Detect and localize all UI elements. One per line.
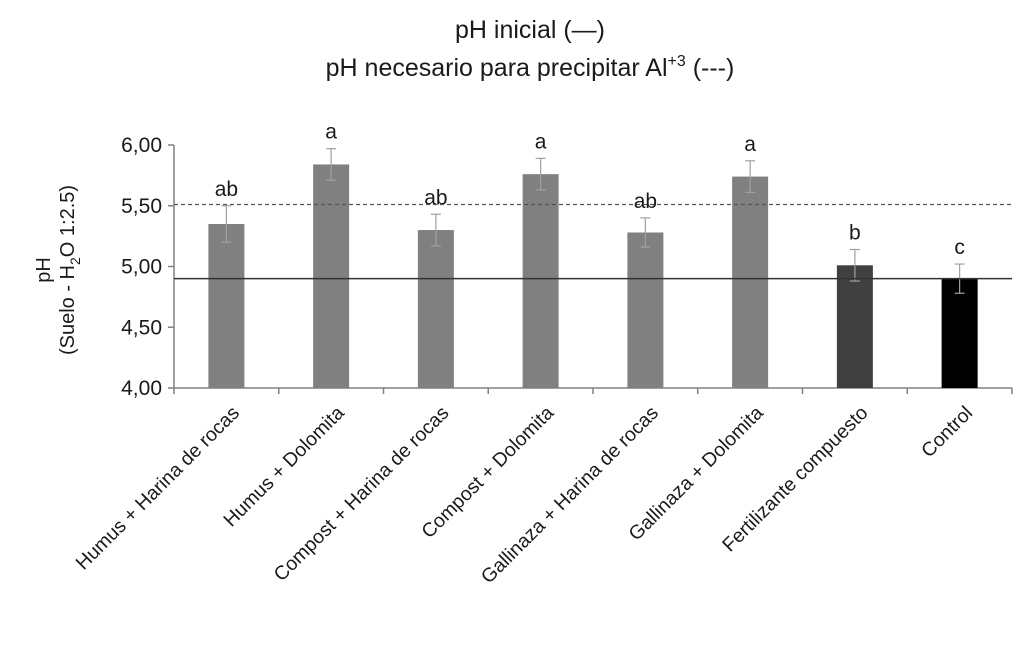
bar bbox=[627, 232, 664, 388]
y-axis-label-line1: pH bbox=[33, 257, 55, 283]
significance-label: ab bbox=[634, 190, 657, 213]
y-tick-label: 6,00 bbox=[121, 134, 162, 157]
significance-label: a bbox=[744, 133, 756, 156]
significance-label: ab bbox=[215, 178, 238, 201]
bar bbox=[941, 278, 978, 388]
y-axis-label: pH (Suelo - H2O 1:2.5) bbox=[33, 185, 83, 355]
y-tick-label: 4,50 bbox=[121, 316, 162, 339]
x-tick-label: Gallinaza + Harina de rocas bbox=[477, 402, 663, 588]
significance-label: a bbox=[325, 121, 337, 144]
y-tick-label: 4,00 bbox=[121, 377, 162, 400]
bar bbox=[313, 164, 350, 388]
bar bbox=[208, 223, 245, 388]
bar bbox=[522, 174, 559, 388]
significance-label: c bbox=[954, 236, 965, 259]
bar bbox=[836, 265, 873, 388]
significance-label: a bbox=[535, 130, 547, 153]
bar bbox=[732, 176, 769, 388]
chart-title-line1: pH inicial (—) bbox=[455, 16, 605, 44]
y-tick-label: 5,00 bbox=[121, 256, 162, 279]
x-tick-label: Control bbox=[917, 402, 977, 462]
x-tick-label: Compost + Harina de rocas bbox=[270, 402, 454, 586]
y-tick-label: 5,50 bbox=[121, 195, 162, 218]
significance-label: ab bbox=[424, 186, 447, 209]
y-axis-label-line2: (Suelo - H2O 1:2.5) bbox=[57, 185, 83, 355]
chart-title-line2: pH necesario para precipitar Al+3 (---) bbox=[326, 53, 735, 82]
significance-label: b bbox=[849, 221, 861, 244]
bar bbox=[417, 230, 454, 388]
x-tick-label: Humus + Harina de rocas bbox=[72, 402, 244, 574]
